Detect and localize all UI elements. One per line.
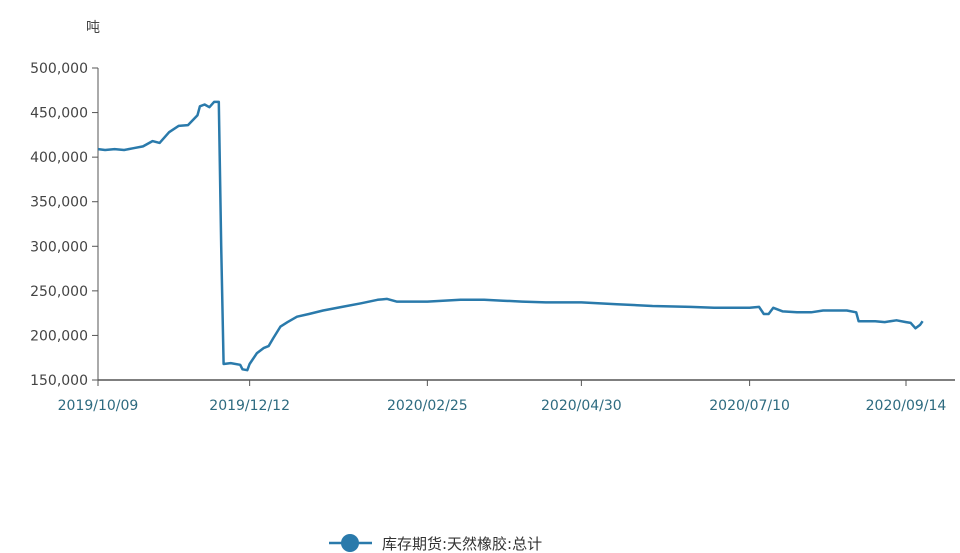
y-tick-label: 200,000 — [30, 328, 88, 344]
y-axis: 150,000 200,000 250,000 300,000 350,000 400,0… — [30, 61, 99, 389]
y-tick-label: 500,000 — [30, 61, 88, 77]
legend-dot-marker — [341, 534, 359, 552]
x-tick-label: 2020/02/25 — [387, 398, 468, 414]
legend-label: 库存期货:天然橡胶:总计 — [382, 535, 542, 553]
y-axis-unit: 吨 — [86, 20, 100, 36]
x-tick-label: 2019/12/12 — [209, 398, 290, 414]
y-tick-label: 250,000 — [30, 284, 88, 300]
series-line — [97, 100, 924, 372]
x-tick-label: 2019/10/09 — [58, 398, 139, 414]
x-tick-label: 2020/04/30 — [541, 398, 622, 414]
y-tick-label: 150,000 — [30, 373, 88, 389]
x-axis: 2019/10/09 2019/12/12 2020/02/25 2020/04/30… — [58, 379, 955, 414]
y-tick-label: 400,000 — [30, 150, 88, 166]
x-tick-label: 2020/07/10 — [709, 398, 790, 414]
y-tick-label: 300,000 — [30, 239, 88, 255]
series-layer — [97, 100, 924, 372]
y-tick-label: 450,000 — [30, 106, 88, 122]
x-tick-label: 2020/09/14 — [866, 398, 947, 414]
y-tick-label: 350,000 — [30, 195, 88, 211]
legend[interactable]: 库存期货:天然橡胶:总计 — [329, 534, 542, 553]
